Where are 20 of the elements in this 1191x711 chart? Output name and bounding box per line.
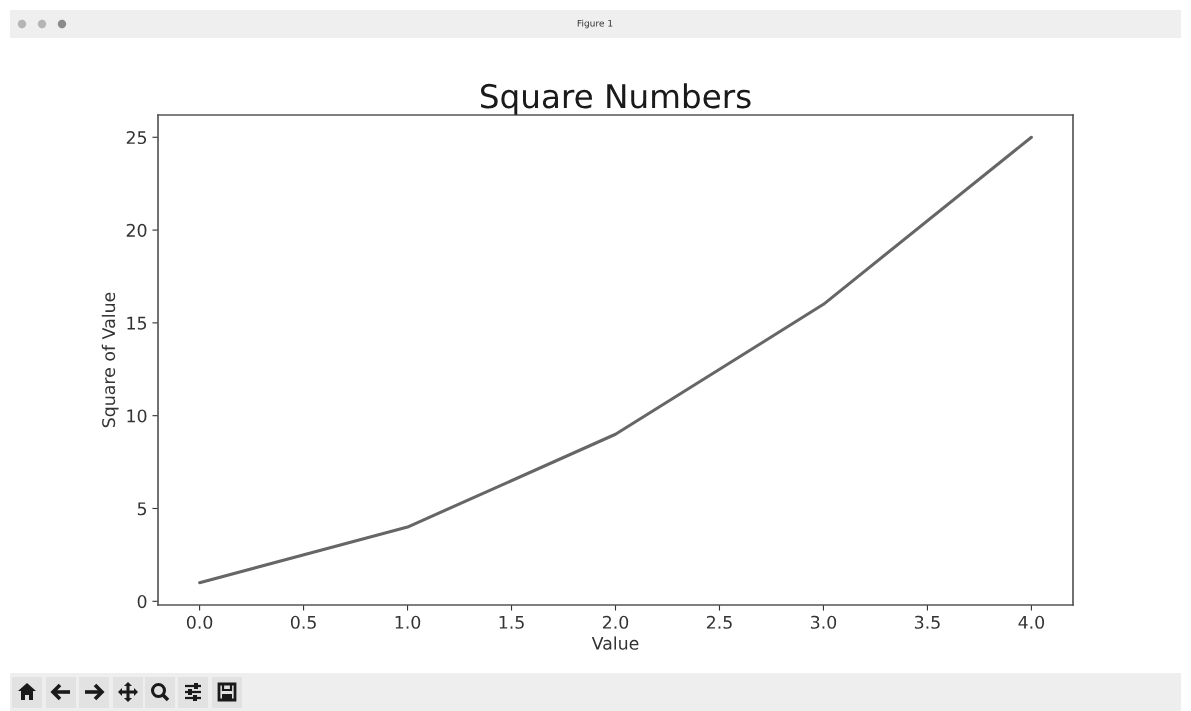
y-tick-label: 15 [127, 316, 147, 330]
y-tick-label: 25 [126, 130, 147, 145]
x-tick-label: 1.0 [395, 615, 421, 629]
x-tick-label: 4.0 [1018, 615, 1045, 629]
y-axis-title: Square of Value [101, 292, 119, 428]
x-tick-label: 3.5 [914, 615, 940, 629]
line-series [198, 135, 1033, 585]
chart-title: Square Numbers [480, 83, 751, 115]
x-tick-label: 3.0 [810, 615, 837, 629]
x-tick-label: 1.5 [499, 615, 524, 629]
y-tick-label: 0 [137, 595, 147, 609]
x-tick-label: 0.0 [186, 615, 213, 629]
caption: Figure 1 [577, 19, 613, 29]
y-tick-label: 5 [137, 502, 147, 516]
x-axis-title: Value [591, 636, 639, 650]
y-tick-label: 10 [127, 409, 147, 423]
x-tick-label: 2.5 [706, 615, 732, 629]
x-tick-label: 0.5 [290, 615, 316, 629]
x-tick-label: 2.0 [602, 615, 629, 629]
y-tick-label: 20 [126, 223, 147, 237]
